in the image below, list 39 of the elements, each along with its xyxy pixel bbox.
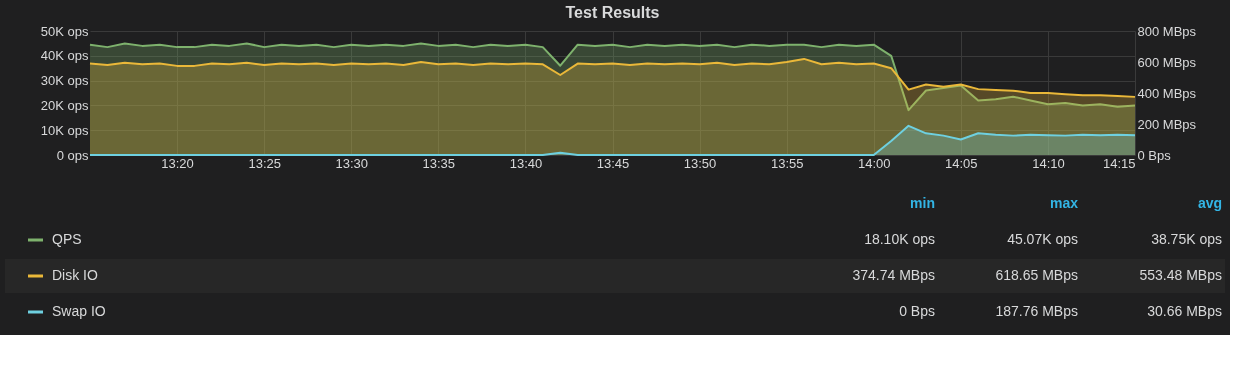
y2-tick-label: 800 MBps [1137, 23, 1197, 39]
x-tick-label: 13:20 [161, 155, 194, 171]
text: 187.76 MBps [995, 303, 1078, 319]
text: 45.07K ops [1007, 231, 1078, 247]
x-tick-label: 13:30 [335, 155, 369, 171]
y-tick-label: 0 ops [56, 147, 89, 163]
chart-title: Test Results [565, 4, 660, 21]
text: 618.65 MBps [995, 267, 1078, 283]
legend-label: QPS [52, 231, 82, 247]
text: 374.74 MBps [852, 267, 935, 283]
y-tick-label: 20K ops [40, 97, 89, 113]
y2-tick-label: 600 MBps [1137, 54, 1197, 70]
y-tick-label: 40K ops [40, 48, 89, 64]
x-tick-label: 14:05 [945, 155, 978, 171]
text: 553.48 MBps [1139, 267, 1222, 283]
text: max [1049, 195, 1079, 211]
x-tick-label: 13:35 [422, 155, 456, 171]
text: 0 Bps [899, 303, 935, 319]
y2-tick-label: 200 MBps [1137, 116, 1197, 132]
y2-tick-label: 400 MBps [1137, 85, 1197, 101]
y-tick-label: 30K ops [40, 73, 89, 89]
x-tick-label: 13:45 [596, 155, 630, 171]
legend-label: Disk IO [52, 267, 98, 283]
x-tick-label: 13:25 [248, 155, 281, 171]
x-tick-label: 13:40 [509, 155, 543, 171]
text: 18.10K ops [864, 231, 935, 247]
x-tick-label: 13:55 [770, 155, 804, 171]
text: min [910, 195, 935, 211]
x-tick-label: 14:15 [1102, 155, 1136, 171]
x-tick-label: 14:10 [1032, 155, 1065, 171]
legend-label: Swap IO [52, 303, 106, 319]
text: 30.66 MBps [1147, 303, 1222, 319]
x-tick-label: 14:00 [857, 155, 891, 171]
text: 38.75K ops [1151, 231, 1222, 247]
text: avg [1197, 195, 1222, 211]
x-tick-label: 13:50 [683, 155, 717, 171]
y-tick-label: 10K ops [40, 122, 89, 138]
y-tick-label: 50K ops [40, 23, 89, 39]
y2-tick-label: 0 Bps [1137, 147, 1172, 163]
